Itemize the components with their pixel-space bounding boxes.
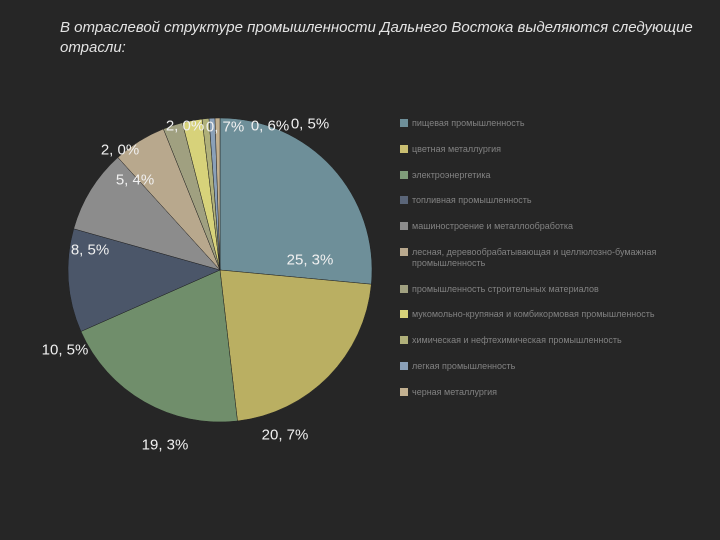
legend-item: химическая и нефтехимическая промышленно… xyxy=(400,335,710,346)
legend-label: топливная промышленность xyxy=(412,195,710,206)
legend-swatch xyxy=(400,171,408,179)
pie-chart: 25, 3%20, 7%19, 3%10, 5%8, 5%5, 4%2, 0%2… xyxy=(60,110,380,430)
pie-svg xyxy=(60,110,380,430)
legend-item: топливная промышленность xyxy=(400,195,710,206)
legend-swatch xyxy=(400,119,408,127)
legend-swatch xyxy=(400,362,408,370)
legend-label: черная металлургия xyxy=(412,387,710,398)
legend-swatch xyxy=(400,222,408,230)
legend-swatch xyxy=(400,196,408,204)
legend-swatch xyxy=(400,248,408,256)
legend: пищевая промышленность цветная металлурги… xyxy=(400,118,710,413)
legend-label: мукомольно-крупяная и комбикормовая пром… xyxy=(412,309,710,320)
legend-label: лесная, деревообрабатывающая и целлюлозн… xyxy=(412,247,710,269)
legend-swatch xyxy=(400,145,408,153)
legend-item: цветная металлургия xyxy=(400,144,710,155)
page-title: В отраслевой структуре промышленности Да… xyxy=(60,18,700,57)
legend-item: машиностроение и металлообработка xyxy=(400,221,710,232)
legend-label: цветная металлургия xyxy=(412,144,710,155)
legend-label: химическая и нефтехимическая промышленно… xyxy=(412,335,710,346)
legend-item: пищевая промышленность xyxy=(400,118,710,129)
legend-label: пищевая промышленность xyxy=(412,118,710,129)
legend-label: машиностроение и металлообработка xyxy=(412,221,710,232)
legend-item: лесная, деревообрабатывающая и целлюлозн… xyxy=(400,247,710,269)
pie-slice xyxy=(220,270,371,421)
legend-label: легкая промышленность xyxy=(412,361,710,372)
slice-label: 19, 3% xyxy=(142,437,189,454)
legend-label: промышленность строительных материалов xyxy=(412,284,710,295)
legend-label: электроэнергетика xyxy=(412,170,710,181)
legend-item: мукомольно-крупяная и комбикормовая пром… xyxy=(400,309,710,320)
legend-item: промышленность строительных материалов xyxy=(400,284,710,295)
legend-item: электроэнергетика xyxy=(400,170,710,181)
pie-slice xyxy=(220,118,372,284)
legend-item: черная металлургия xyxy=(400,387,710,398)
legend-swatch xyxy=(400,310,408,318)
legend-item: легкая промышленность xyxy=(400,361,710,372)
legend-swatch xyxy=(400,388,408,396)
legend-swatch xyxy=(400,285,408,293)
legend-swatch xyxy=(400,336,408,344)
